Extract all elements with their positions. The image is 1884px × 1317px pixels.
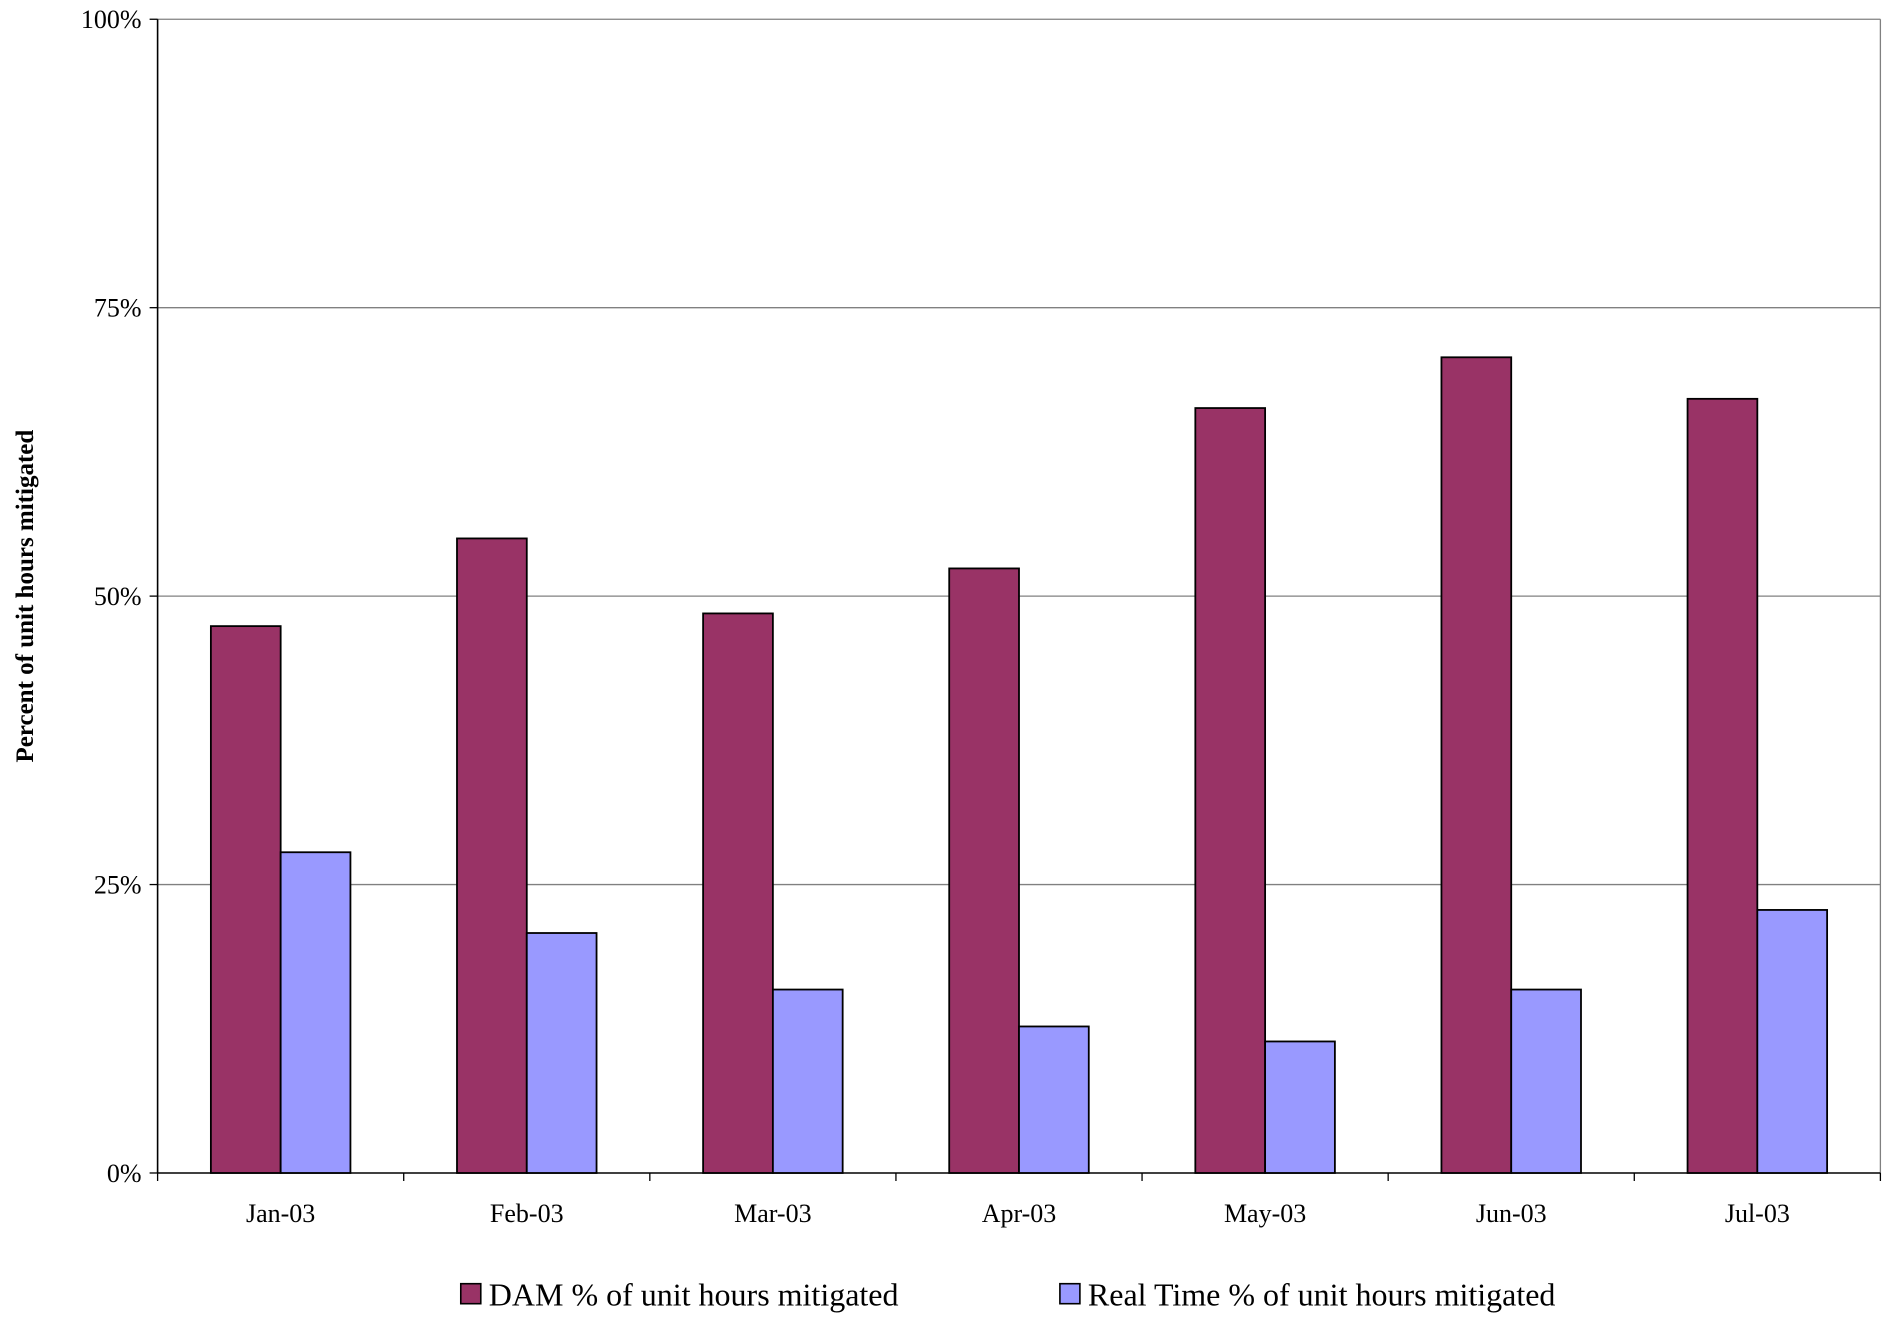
x-tick-label: Apr-03 — [982, 1199, 1057, 1228]
bar-real-time — [1018, 1025, 1090, 1174]
x-tick-label: Jun-03 — [1476, 1199, 1547, 1228]
gridlines — [149, 18, 1882, 1174]
bar-real-time — [1756, 909, 1829, 1174]
legend: DAM % of unit hours mitigated Real Time %… — [459, 1277, 1556, 1313]
y-tick-label: 0% — [107, 1159, 142, 1188]
y-tick-label: 50% — [94, 582, 142, 611]
x-tick-labels: Jan-03 Feb-03 Mar-03 Apr-03 May-03 Jun-03 Jul-… — [246, 1199, 1790, 1228]
y-axis-title: Percent of unit hours mitigated — [12, 430, 39, 763]
bar-dam — [456, 537, 528, 1174]
legend-label-dam: DAM % of unit hours mitigated — [489, 1277, 899, 1313]
bar-real-time — [525, 932, 598, 1174]
x-tick-label: Feb-03 — [490, 1199, 564, 1228]
bar-dam — [1440, 356, 1513, 1174]
bar-dam — [702, 612, 774, 1174]
y-tick-labels: 0% 25% 50% 75% 100% — [81, 5, 142, 1188]
legend-swatch-dam — [459, 1282, 482, 1305]
bars — [209, 356, 1829, 1174]
bar-real-time — [771, 988, 844, 1174]
y-tick-label: 100% — [81, 5, 142, 34]
bar-real-time — [1264, 1040, 1336, 1174]
bar-dam — [948, 567, 1020, 1174]
bar-real-time — [279, 851, 352, 1174]
x-tick-label: May-03 — [1224, 1199, 1306, 1228]
legend-label-real-time: Real Time % of unit hours mitigated — [1088, 1277, 1556, 1313]
bar-dam — [209, 625, 282, 1174]
bar-dam — [1686, 397, 1759, 1174]
x-tick-label: Mar-03 — [734, 1199, 811, 1228]
y-tick-label: 75% — [94, 294, 142, 323]
bar-real-time — [1510, 988, 1582, 1174]
y-tick-label: 25% — [94, 871, 142, 900]
x-tick-label: Jan-03 — [246, 1199, 315, 1228]
x-tick-label: Jul-03 — [1725, 1199, 1790, 1228]
legend-swatch-real-time — [1059, 1282, 1081, 1305]
x-tick-marks — [156, 1172, 1882, 1181]
bar-dam — [1194, 407, 1267, 1174]
